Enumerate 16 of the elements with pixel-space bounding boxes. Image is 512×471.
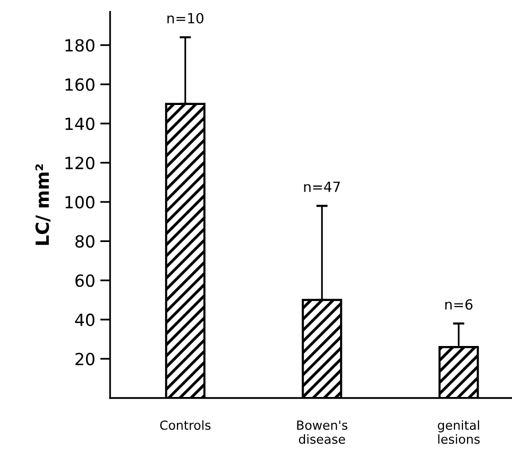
y-tick-label: 140 — [66, 117, 94, 130]
annotation: n=6 — [445, 299, 472, 310]
y-tick-label: 100 — [66, 196, 94, 209]
annotation: n=10 — [167, 12, 204, 24]
y-tick-label: 120 — [66, 156, 94, 170]
y-tick-label: 180 — [66, 39, 94, 52]
y-tick-label: 80 — [75, 235, 94, 248]
y-tick-label: 160 — [66, 78, 94, 91]
x-tick-label: genital lesions — [438, 420, 480, 444]
y-axis-title: LC/ mm² — [35, 164, 50, 245]
y-tick-label: 60 — [75, 274, 94, 287]
x-tick-label: Bowen's disease — [297, 420, 348, 444]
x-tick-label: Controls — [160, 420, 211, 430]
annotation: n=47 — [304, 182, 340, 192]
y-tick-label: 40 — [75, 314, 94, 326]
y-tick-label: 20 — [76, 352, 94, 366]
